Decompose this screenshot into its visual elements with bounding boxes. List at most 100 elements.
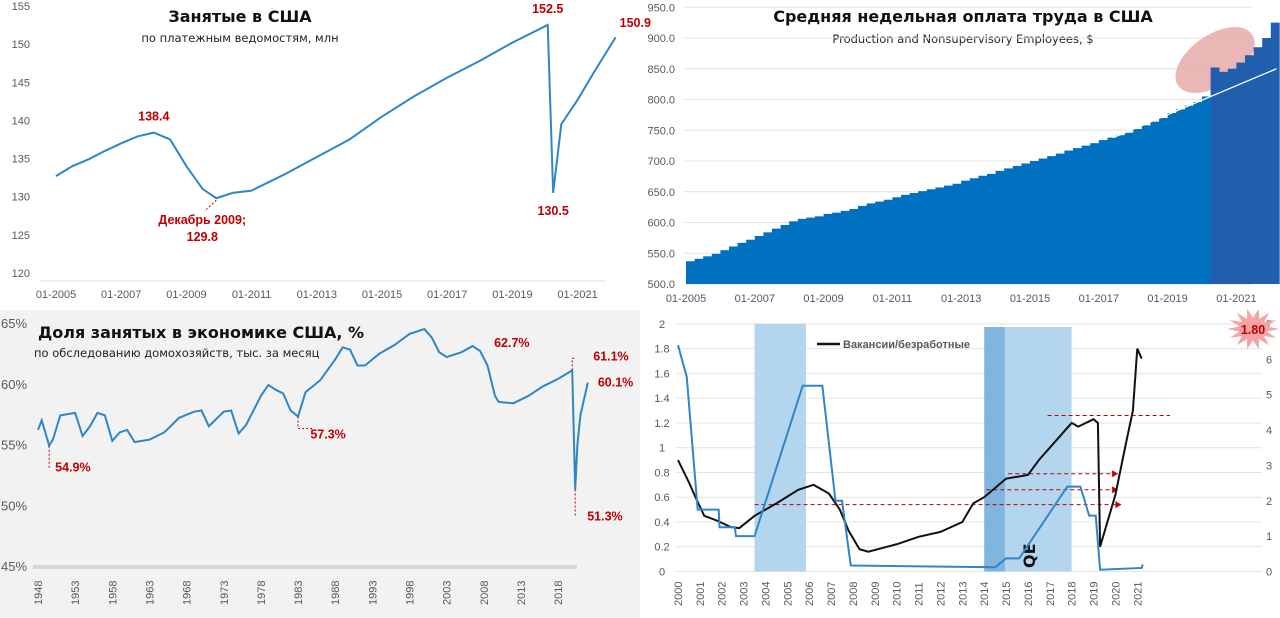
chart-subtitle: по платежным ведомостям, млн — [141, 31, 338, 45]
x-tick-label: 2006 — [804, 582, 816, 606]
x-tick-label: 2015 — [1001, 582, 1013, 606]
bar — [1073, 148, 1082, 284]
y-tick-label: 135 — [12, 154, 30, 166]
bar — [1202, 96, 1211, 284]
shaded-period — [984, 327, 1005, 572]
x-tick-label: 2016 — [1023, 582, 1035, 606]
bar — [686, 261, 695, 284]
bar — [1064, 150, 1074, 284]
bar — [1184, 105, 1194, 285]
bar — [909, 192, 919, 284]
y-tick-label: 65% — [1, 316, 27, 331]
bar — [901, 194, 910, 284]
left-y-tick-label: 1.4 — [654, 393, 669, 405]
y-tick-label: 800.0 — [647, 95, 675, 107]
x-tick-label: 2013 — [957, 582, 969, 606]
chart-employment: Занятые в США по платежным ведомостям, м… — [12, 1, 651, 301]
legend-label: Вакансии/безработные — [843, 339, 970, 351]
x-tick-label: 2020 — [1110, 582, 1122, 606]
x-tick-label: 1948 — [33, 581, 45, 605]
bar — [1098, 140, 1108, 284]
chart-subtitle: Production and Nonsupervisory Employees,… — [832, 32, 1093, 46]
annotation-label: 61.1% — [593, 349, 628, 363]
callout-label: 1.80 — [1241, 323, 1265, 337]
right-y-tick-label: 2 — [1266, 496, 1272, 508]
left-y-tick-label: 0.4 — [654, 517, 669, 529]
bar — [694, 258, 704, 284]
highlight-ellipse — [1175, 27, 1255, 93]
x-tick-label: 2012 — [935, 582, 947, 606]
annotation-label: 152.5 — [532, 2, 563, 16]
y-tick-label: 155 — [12, 1, 30, 13]
bar — [815, 216, 824, 284]
left-y-tick-label: 1.8 — [654, 344, 669, 356]
x-tick-label: 2000 — [673, 582, 685, 606]
bar — [995, 170, 1005, 284]
y-tick-label: 60% — [1, 377, 27, 392]
bar — [1227, 68, 1237, 284]
chart-vacancies-ratio: 00.20.40.60.811.21.41.61.8201234567QEВак… — [654, 308, 1279, 606]
bar — [823, 213, 833, 284]
x-tick-label: 1998 — [405, 581, 417, 605]
x-tick-label: 1973 — [219, 581, 231, 605]
bar — [832, 212, 842, 284]
annotation-leader — [297, 416, 314, 430]
x-tick-label: 2010 — [892, 582, 904, 606]
bar — [711, 253, 721, 284]
bar — [737, 242, 747, 284]
left-y-tick-label: 1.2 — [654, 418, 669, 430]
bar — [926, 189, 936, 284]
bar — [754, 236, 764, 284]
bar — [1107, 137, 1117, 284]
bar — [1270, 22, 1280, 284]
left-y-tick-label: 2 — [659, 319, 665, 331]
bar — [720, 250, 730, 284]
x-tick-label: 01-2005 — [36, 289, 76, 301]
x-tick-label: 01-2013 — [297, 289, 337, 301]
y-tick-label: 850.0 — [647, 64, 675, 76]
x-tick-label: 1988 — [330, 581, 342, 605]
annotation-label: 60.1% — [598, 376, 633, 390]
y-tick-label: 600.0 — [647, 218, 675, 230]
bar — [729, 246, 738, 284]
y-tick-label: 650.0 — [647, 187, 675, 199]
arrow-head — [1112, 486, 1119, 494]
bar — [952, 183, 962, 284]
bar — [772, 228, 781, 284]
y-tick-label: 50% — [1, 498, 27, 513]
bar — [883, 199, 893, 284]
left-y-tick-label: 0 — [659, 567, 665, 579]
y-tick-label: 700.0 — [647, 156, 675, 168]
bar — [763, 232, 773, 284]
y-tick-label: 120 — [12, 268, 30, 280]
right-y-tick-label: 5 — [1266, 390, 1272, 402]
arrow-head — [1112, 470, 1119, 478]
bar — [987, 173, 996, 284]
x-tick-label: 1963 — [144, 581, 156, 605]
x-tick-label: 01-2013 — [941, 293, 981, 305]
y-tick-label: 950.0 — [647, 2, 675, 14]
y-tick-label: 550.0 — [647, 248, 675, 260]
bar — [1047, 156, 1057, 284]
arrow-head — [1115, 501, 1122, 509]
annotation-label: 51.3% — [587, 509, 622, 523]
x-tick-label: 01-2021 — [1216, 293, 1256, 305]
bar — [1210, 67, 1220, 285]
x-tick-label: 2019 — [1089, 582, 1101, 606]
bar — [1193, 101, 1203, 285]
bar — [1012, 165, 1022, 284]
y-tick-label: 125 — [12, 230, 30, 242]
bar — [746, 239, 756, 284]
bar — [1124, 132, 1134, 284]
x-tick-label: 01-2017 — [1079, 293, 1119, 305]
x-tick-label: 2003 — [739, 582, 751, 606]
left-y-tick-label: 1.6 — [654, 368, 669, 380]
x-tick-label: 2018 — [1067, 582, 1079, 606]
x-tick-label: 1968 — [182, 581, 194, 605]
x-tick-label: 2003 — [442, 581, 454, 605]
annotation-leader — [203, 199, 217, 212]
chart-weekly-wages: Средняя недельная оплата труда в США Pro… — [647, 2, 1280, 305]
series-line — [677, 344, 1144, 571]
bar — [1219, 71, 1229, 284]
